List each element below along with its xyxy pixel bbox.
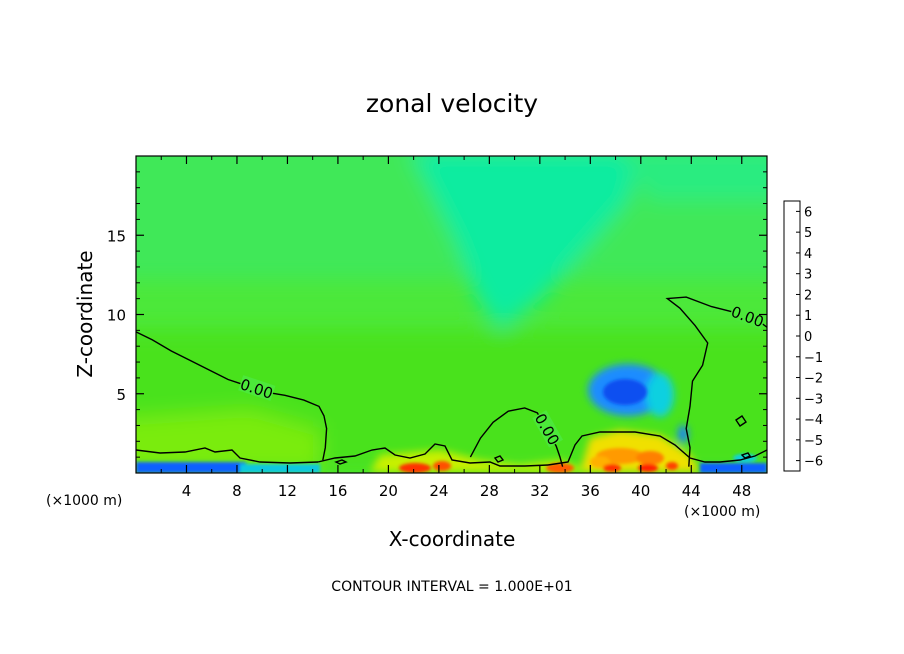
colorbar-label: 6 (804, 205, 812, 220)
x-unit-label-left: (×1000 m) (46, 493, 122, 509)
x-tick-label: 48 (732, 482, 751, 500)
contour-detail (136, 415, 767, 467)
orange-patch-2 (636, 451, 664, 465)
cyan-upper-region (413, 156, 639, 330)
red-patch-2 (433, 461, 451, 471)
x-tick-label: 12 (278, 482, 297, 500)
colorbar-label: 5 (804, 226, 812, 241)
red-patch-4 (603, 464, 621, 472)
contour-bottom-left (136, 447, 319, 464)
colorbar-label: −2 (804, 372, 823, 387)
chart-title: zonal velocity (366, 89, 538, 118)
colorbar-label: −3 (804, 392, 823, 407)
x-unit-label-right: (×1000 m) (684, 504, 760, 520)
x-tick-label: 40 (631, 482, 650, 500)
blue-bottom-left (136, 462, 246, 473)
x-tick-label: 16 (328, 482, 347, 500)
contour-bottom-mid (317, 443, 549, 467)
colorbar-label: −4 (804, 413, 823, 428)
x-tick-label: 24 (429, 482, 448, 500)
colorbar-label: 1 (804, 309, 812, 324)
colorbar-label: 0 (804, 330, 812, 345)
cyan-right-upper (623, 156, 767, 200)
colorbar-label: 3 (804, 268, 812, 283)
contour-interval-note: CONTOUR INTERVAL = 1.000E+01 (331, 579, 572, 595)
contour-line (469, 407, 564, 467)
colorbar-label: −5 (804, 434, 823, 449)
contour-bottom-right (547, 431, 767, 466)
x-tick-label: 28 (480, 482, 499, 500)
colorbar-label: −1 (804, 351, 823, 366)
blue-bottom-right (700, 463, 767, 473)
contour-line (665, 296, 767, 467)
contour-label-gap (238, 375, 276, 402)
colorbar: 6 5 4 3 2 1 0 −1 −2 −3 −4 −5 −6 (783, 200, 823, 472)
colorbar-label: 4 (804, 247, 812, 262)
red-patch-6 (666, 462, 678, 470)
contour-label-gap (729, 302, 767, 330)
colorbar-label: 2 (804, 288, 812, 303)
orange-patch-3 (590, 456, 610, 468)
x-tick-label: 32 (530, 482, 549, 500)
x-tick-label: 36 (581, 482, 600, 500)
red-patch-1 (399, 463, 431, 473)
contour-small-loop-1 (334, 459, 348, 465)
blue-core-inner (603, 379, 647, 405)
y-axis-label: Z-coordinate (73, 250, 97, 377)
y-tick-label: 5 (116, 386, 126, 404)
contour-small-loop-4 (735, 415, 747, 427)
x-axis-label: X-coordinate (389, 527, 516, 551)
blue-core-small (678, 425, 688, 443)
blue-bottom-mid (240, 464, 320, 473)
x-tick-label: 4 (182, 482, 192, 500)
colorbar-label: −6 (804, 455, 823, 470)
x-tick-label: 8 (232, 482, 242, 500)
y-tick-label: 15 (107, 227, 126, 245)
red-patch-3 (546, 463, 574, 473)
y-tick-label: 10 (107, 307, 126, 325)
contour-label-gap (532, 410, 564, 448)
x-tick-label: 44 (682, 482, 701, 500)
contour-small-loop-2 (493, 455, 505, 463)
heatmap-field (136, 156, 767, 473)
x-axis: 4 8 12 16 20 24 28 32 36 40 44 48 (160, 156, 751, 500)
contour-small-loop-3 (740, 452, 752, 459)
x-tick-label: 20 (379, 482, 398, 500)
red-patch-5 (638, 464, 658, 472)
y-axis: 5 10 15 (107, 171, 767, 458)
left-light-green (136, 410, 320, 470)
cyan-halo-right (646, 373, 674, 417)
